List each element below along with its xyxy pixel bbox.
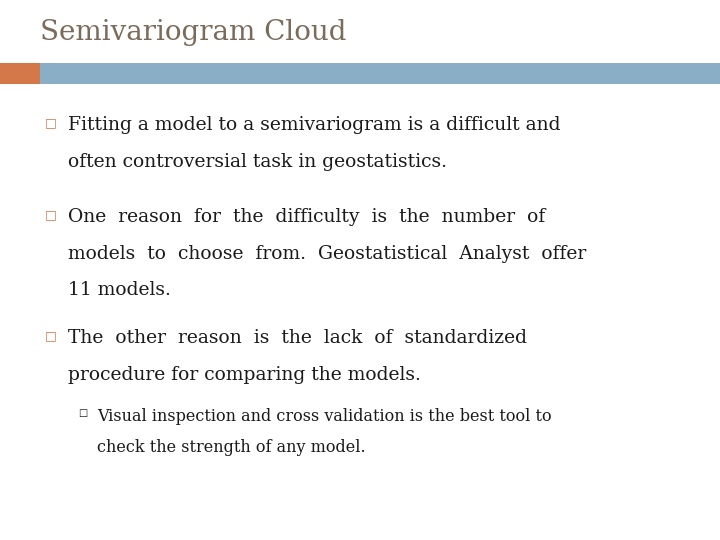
- Text: procedure for comparing the models.: procedure for comparing the models.: [68, 366, 421, 384]
- Text: 11 models.: 11 models.: [68, 281, 171, 299]
- Text: □: □: [45, 329, 56, 342]
- Text: □: □: [45, 116, 56, 129]
- Text: Semivariogram Cloud: Semivariogram Cloud: [40, 19, 346, 46]
- Text: One  reason  for  the  difficulty  is  the  number  of: One reason for the difficulty is the num…: [68, 208, 546, 226]
- Text: check the strength of any model.: check the strength of any model.: [97, 439, 366, 456]
- Text: The  other  reason  is  the  lack  of  standardized: The other reason is the lack of standard…: [68, 329, 527, 347]
- Text: □: □: [78, 408, 87, 418]
- Text: models  to  choose  from.  Geostatistical  Analyst  offer: models to choose from. Geostatistical An…: [68, 245, 587, 262]
- Text: often controversial task in geostatistics.: often controversial task in geostatistic…: [68, 153, 447, 171]
- Bar: [40, 63, 720, 84]
- Text: Visual inspection and cross validation is the best tool to: Visual inspection and cross validation i…: [97, 408, 552, 424]
- Bar: [0, 63, 40, 84]
- Text: □: □: [45, 208, 56, 221]
- Text: Fitting a model to a semivariogram is a difficult and: Fitting a model to a semivariogram is a …: [68, 116, 561, 134]
